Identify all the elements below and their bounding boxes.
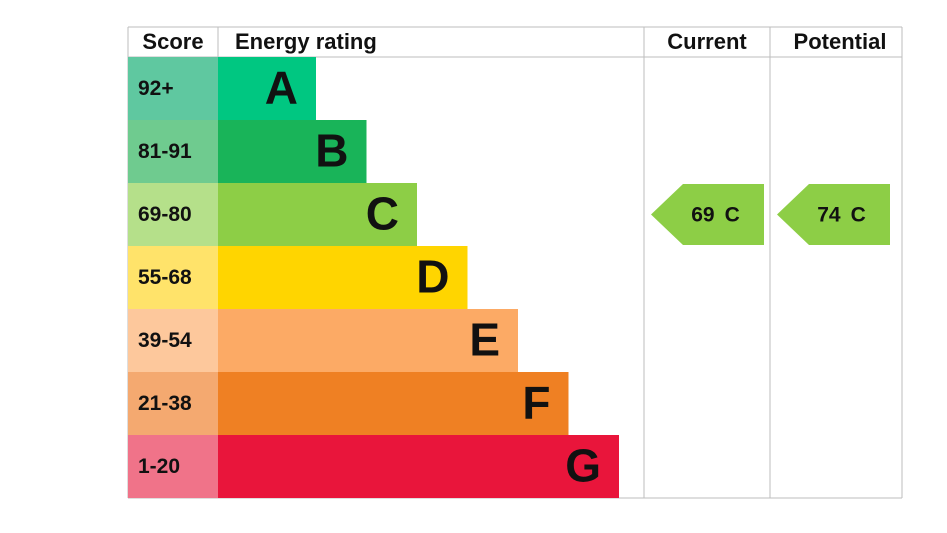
score-range: 55-68	[138, 266, 192, 289]
current-rating: C	[725, 203, 740, 226]
score-cell	[128, 372, 218, 435]
potential-rating: C	[851, 203, 866, 226]
rating-letter: C	[366, 188, 399, 240]
rating-letter: A	[265, 62, 298, 114]
rating-letter: D	[416, 251, 449, 303]
header-current: Current	[667, 29, 747, 54]
header-potential: Potential	[794, 29, 887, 54]
score-cell	[128, 57, 218, 120]
rating-letter: E	[469, 314, 500, 366]
current-arrow	[651, 184, 764, 245]
score-cell	[128, 120, 218, 183]
current-label: 69 C	[691, 203, 740, 226]
rating-letter: B	[315, 125, 348, 177]
score-range: 81-91	[138, 140, 192, 163]
rating-letter: F	[522, 377, 550, 429]
potential-label: 74 C	[817, 203, 866, 226]
score-range: 1-20	[138, 455, 180, 478]
header-energy-rating: Energy rating	[235, 29, 377, 54]
score-range: 92+	[138, 77, 174, 100]
rating-bar	[218, 309, 518, 372]
rating-bar	[218, 435, 619, 498]
current-score: 69	[691, 203, 714, 226]
score-cell	[128, 309, 218, 372]
score-cell	[128, 183, 218, 246]
rating-bar	[218, 372, 569, 435]
score-cell	[128, 435, 218, 498]
rating-bar	[218, 183, 417, 246]
rating-bar	[218, 246, 468, 309]
score-range: 69-80	[138, 203, 192, 226]
score-cell	[128, 246, 218, 309]
score-range: 21-38	[138, 392, 192, 415]
rating-letter: G	[565, 440, 601, 492]
rating-bar	[218, 57, 316, 120]
header-score: Score	[142, 29, 203, 54]
potential-arrow	[777, 184, 890, 245]
potential-score: 74	[817, 203, 841, 226]
rating-bar	[218, 120, 367, 183]
score-range: 39-54	[138, 329, 192, 352]
